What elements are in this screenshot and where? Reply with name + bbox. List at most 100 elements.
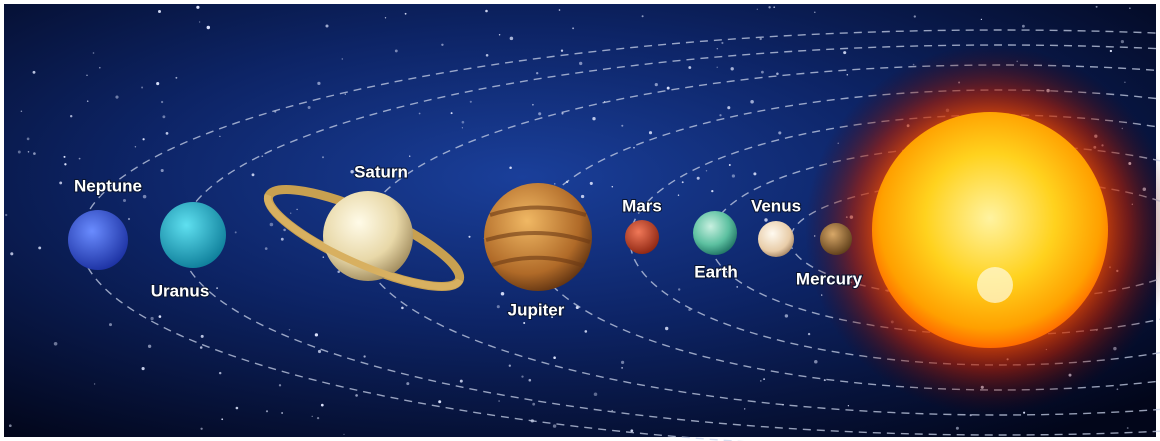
star xyxy=(385,17,386,18)
star xyxy=(523,322,525,324)
star xyxy=(79,158,81,160)
star xyxy=(667,87,670,90)
star xyxy=(956,427,959,430)
star xyxy=(219,372,221,374)
uranus xyxy=(160,202,226,268)
mercury xyxy=(820,223,852,255)
star xyxy=(322,156,324,158)
star xyxy=(28,151,30,153)
star xyxy=(750,100,754,104)
star xyxy=(318,350,321,353)
star xyxy=(200,428,202,430)
star xyxy=(510,37,514,41)
star xyxy=(682,181,684,183)
star xyxy=(731,67,734,70)
star xyxy=(216,287,218,289)
star xyxy=(221,418,223,420)
star xyxy=(142,138,144,140)
star xyxy=(405,13,407,15)
star xyxy=(532,403,535,406)
star xyxy=(763,378,765,380)
star xyxy=(501,292,505,296)
star xyxy=(981,19,982,20)
star xyxy=(406,382,409,385)
star xyxy=(621,367,623,369)
star xyxy=(33,71,36,74)
star xyxy=(317,82,320,85)
star xyxy=(486,54,489,57)
sun-flare xyxy=(977,267,1013,303)
star xyxy=(261,155,263,157)
star xyxy=(736,286,738,288)
star xyxy=(509,167,512,170)
planet-label: Earth xyxy=(694,262,737,281)
star xyxy=(323,256,325,258)
star xyxy=(579,62,582,65)
star xyxy=(219,136,220,137)
star xyxy=(201,335,204,338)
star xyxy=(312,416,313,417)
star xyxy=(753,172,756,175)
star xyxy=(655,83,658,86)
star xyxy=(1110,50,1112,52)
star xyxy=(235,231,237,233)
star xyxy=(150,317,153,320)
star xyxy=(970,414,972,416)
star xyxy=(485,10,488,13)
star xyxy=(27,138,30,141)
star xyxy=(175,77,177,79)
star xyxy=(395,49,398,52)
star xyxy=(141,87,143,89)
star xyxy=(744,408,745,409)
star xyxy=(270,223,274,227)
star xyxy=(497,305,500,308)
star xyxy=(18,151,21,154)
star xyxy=(1127,427,1129,429)
star xyxy=(590,182,593,185)
star xyxy=(697,177,700,180)
star xyxy=(419,113,421,115)
star xyxy=(93,52,95,54)
star xyxy=(355,394,358,397)
star xyxy=(621,125,623,127)
star xyxy=(38,246,41,249)
star xyxy=(86,75,87,76)
planet-label: Mars xyxy=(622,196,662,215)
star xyxy=(1096,6,1098,8)
star xyxy=(200,346,203,349)
star xyxy=(814,360,818,364)
star xyxy=(162,115,165,118)
star xyxy=(814,12,816,14)
star xyxy=(585,330,588,333)
star xyxy=(499,34,500,35)
star xyxy=(1121,40,1124,43)
planet-label: Mercury xyxy=(796,269,863,288)
star xyxy=(281,412,283,414)
star xyxy=(283,229,286,232)
star xyxy=(401,307,404,310)
star xyxy=(33,152,36,155)
star xyxy=(265,247,268,250)
star xyxy=(719,114,721,116)
star xyxy=(166,132,169,135)
star xyxy=(717,67,718,68)
planet-label: Jupiter xyxy=(508,300,565,319)
star xyxy=(1022,25,1025,28)
sun xyxy=(872,112,1108,348)
star xyxy=(727,106,730,109)
star xyxy=(21,111,23,113)
star xyxy=(649,131,652,134)
star xyxy=(678,194,679,195)
star xyxy=(343,434,344,435)
star xyxy=(760,38,762,40)
star xyxy=(498,400,500,402)
star xyxy=(70,115,72,117)
star xyxy=(296,209,297,210)
star xyxy=(156,82,159,85)
star xyxy=(914,15,916,17)
star xyxy=(678,288,680,290)
star xyxy=(843,51,846,54)
star xyxy=(148,345,151,348)
star xyxy=(9,424,12,427)
star xyxy=(612,186,613,187)
